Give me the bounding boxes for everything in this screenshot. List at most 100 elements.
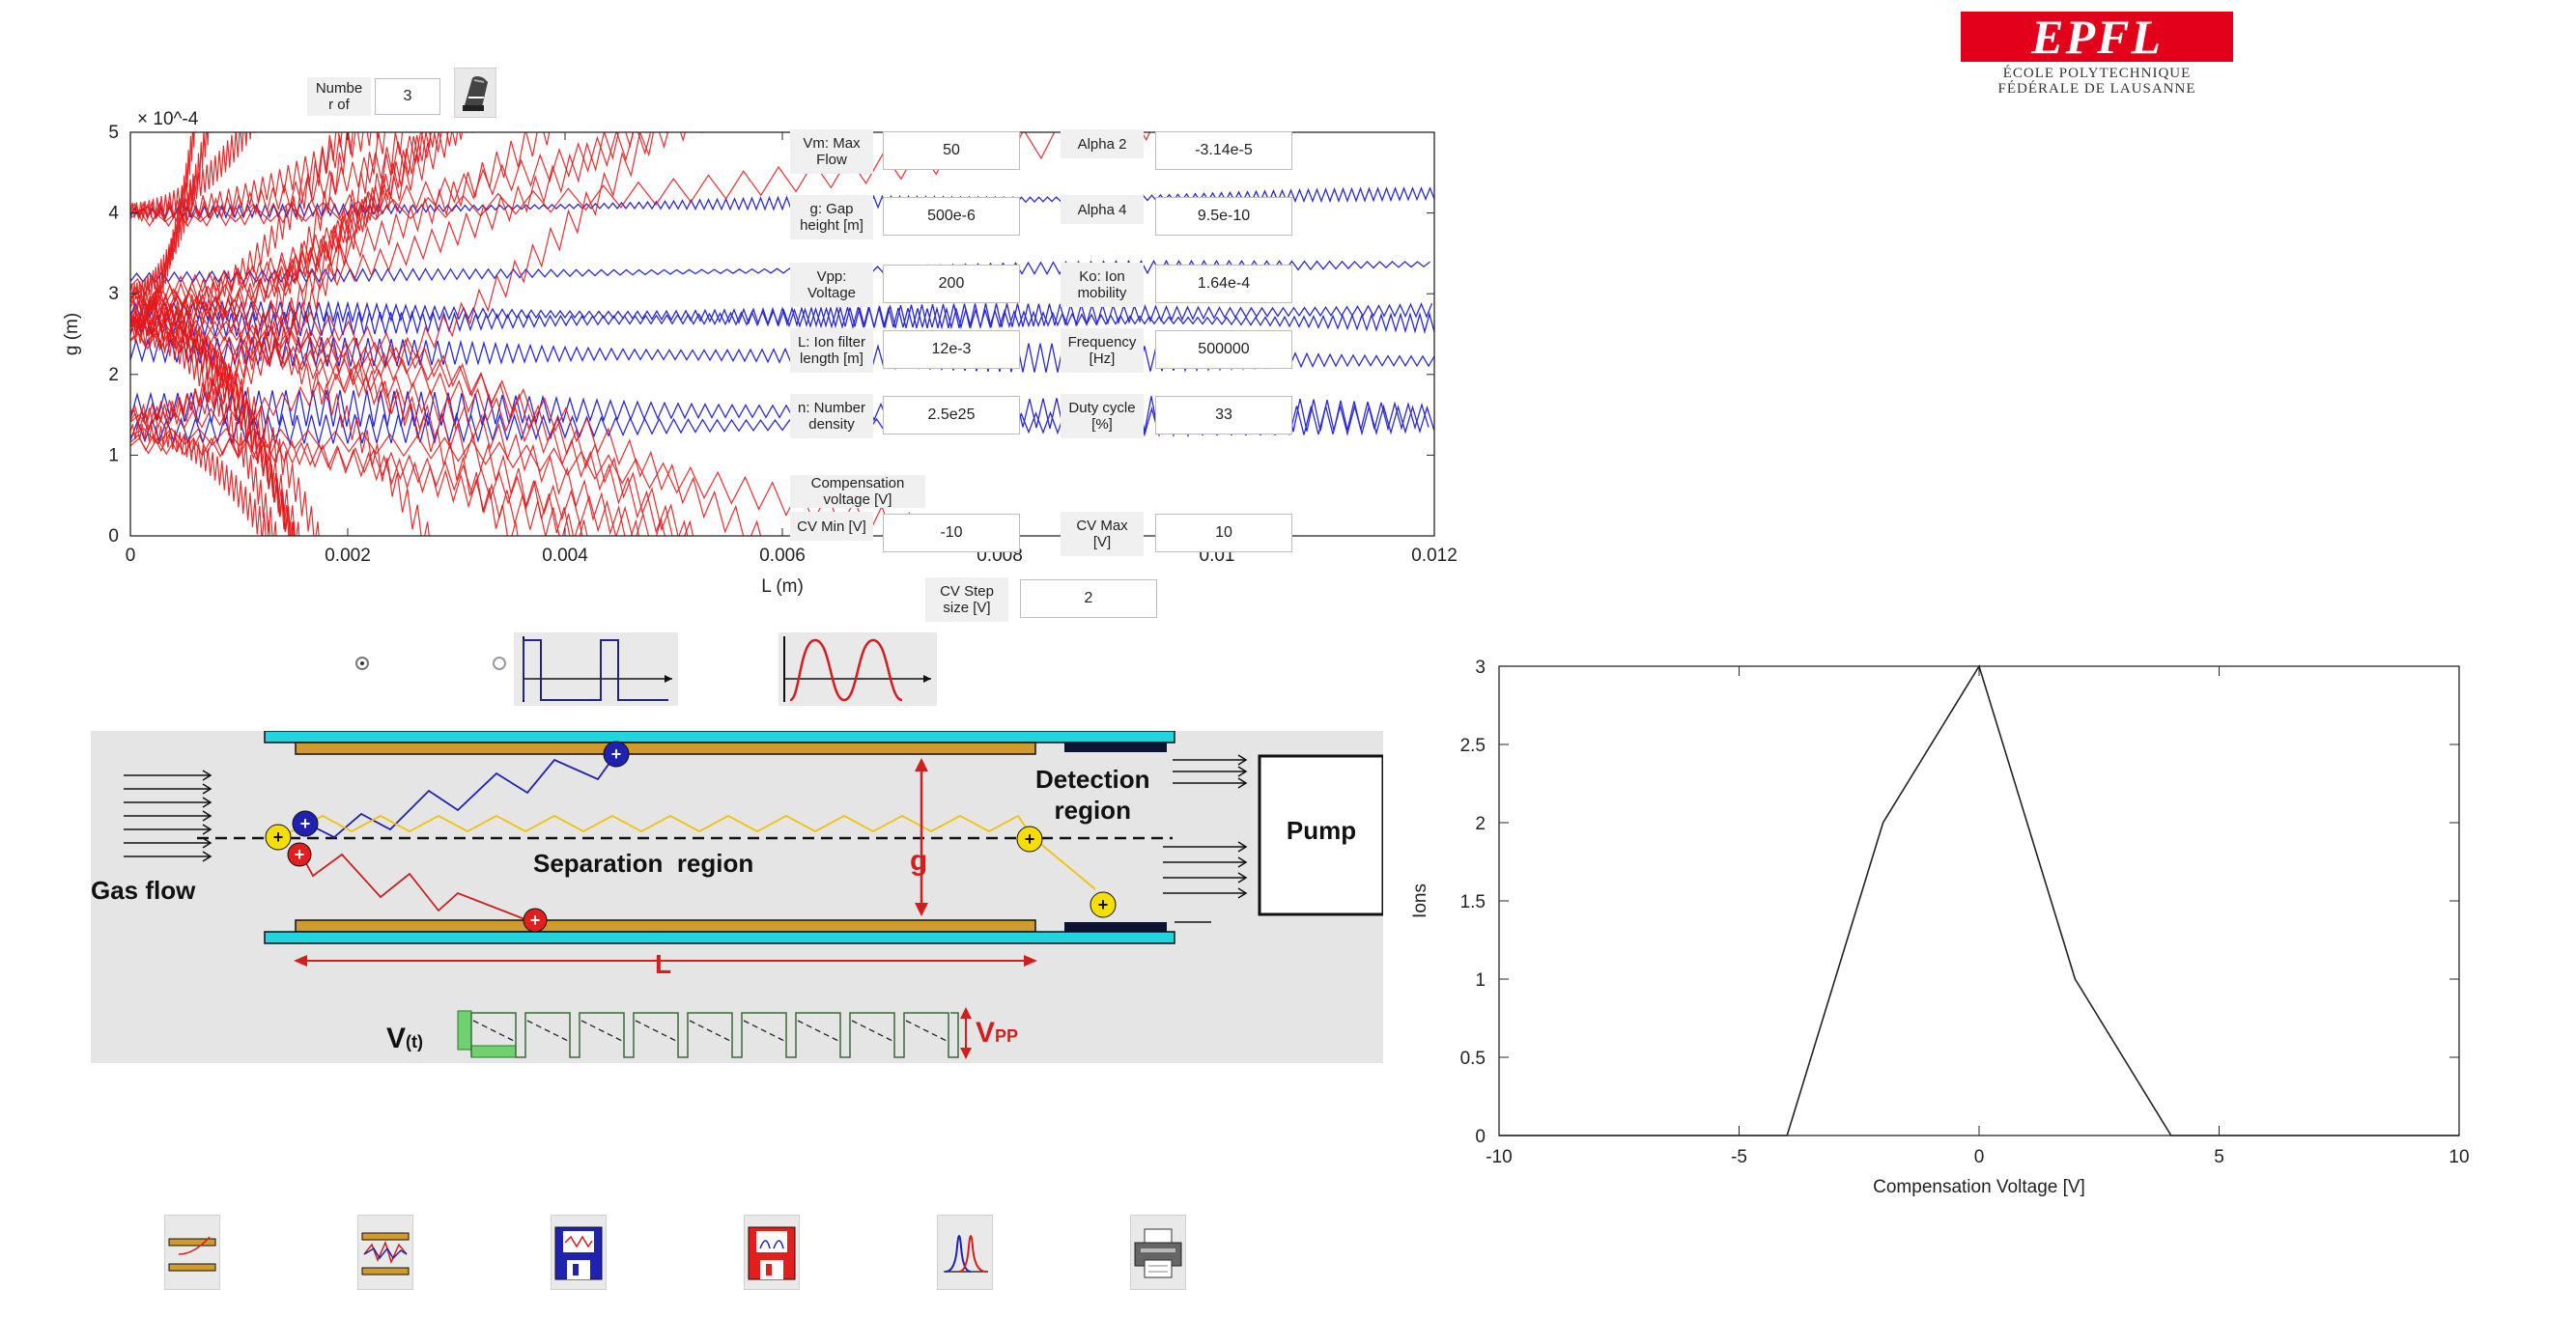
- spectrum-y-tick-label: 0: [1475, 1127, 1486, 1147]
- voltage-time-label: V(t): [386, 1023, 423, 1055]
- sine-wave-icon: [783, 636, 931, 702]
- square-wave-radio[interactable]: [355, 657, 369, 670]
- trajectories-view-button[interactable]: [357, 1215, 413, 1290]
- ion-trajectory-filtered: [130, 132, 440, 333]
- pump-label: Pump: [1286, 816, 1357, 845]
- svg-text:+: +: [611, 744, 622, 764]
- bottom-electrode-inner: [295, 919, 1036, 933]
- ion-trajectory-filtered: [130, 132, 387, 222]
- ion-trajectory-filtered: [130, 318, 689, 536]
- save-trajectories-button[interactable]: [551, 1215, 607, 1290]
- spectrum-x-tick-label: 5: [2214, 1147, 2224, 1167]
- outflow-arrows: [1163, 754, 1248, 899]
- svg-text:+: +: [300, 814, 311, 833]
- gas-flow-arrows: [124, 770, 212, 862]
- top-detector: [1064, 743, 1167, 752]
- ion-trajectory-filtered: [130, 132, 392, 423]
- vpp-sub: PP: [995, 1026, 1019, 1046]
- filter-length-label: L: Ion filter length [m]: [790, 328, 873, 373]
- voltage-time-sub: (t): [406, 1032, 423, 1052]
- spectrum-y-tick-label: 1.5: [1460, 892, 1486, 912]
- spectrum-x-tick-label: -5: [1731, 1147, 1747, 1167]
- spectrum-view-button[interactable]: [937, 1215, 993, 1290]
- svg-text:+: +: [1098, 895, 1109, 914]
- voltage-waveform-dashes: [472, 1020, 949, 1043]
- sine-wave-button[interactable]: [778, 632, 937, 706]
- ion-yellow-end: +: [1016, 826, 1043, 853]
- vpp-diagram-label: VPP: [976, 1017, 1018, 1050]
- ion-red-start: +: [287, 842, 312, 867]
- ion-trajectory-filtered: [130, 332, 640, 536]
- ion-blue-start: +: [292, 810, 319, 837]
- x-tick-label: 0.002: [325, 546, 371, 566]
- faims-diagram: + + + + + + + Gas flow Separation region…: [91, 731, 1383, 1063]
- y-tick-label: 4: [108, 204, 119, 224]
- epfl-logo-text: EPFL: [2031, 10, 2163, 64]
- spectrum-x-tick-label: 10: [2449, 1147, 2469, 1167]
- gas-arrowhead: [202, 770, 212, 781]
- trajectory-xlabel: L (m): [761, 576, 804, 597]
- alpha4-input[interactable]: 9.5e-10: [1155, 197, 1292, 236]
- sine-wave-radio[interactable]: [493, 657, 506, 670]
- voltage-waveform-dash: [689, 1020, 733, 1043]
- duty-cycle-input[interactable]: 33: [1155, 396, 1292, 435]
- ion-trajectory-transmitted: [130, 298, 1434, 335]
- ion-trajectory-filtered: [130, 132, 667, 431]
- ion-mobility-label: Ko: Ion mobility: [1061, 263, 1144, 307]
- epfl-logo-block: [1961, 12, 2233, 62]
- vm-input[interactable]: 50: [883, 131, 1020, 170]
- frequency-input[interactable]: 500000: [1155, 330, 1292, 369]
- trajectory-lines: [130, 132, 1434, 536]
- square-wave-button[interactable]: [514, 632, 678, 706]
- vpp-v: V: [976, 1017, 996, 1049]
- run-simulation-button[interactable]: [454, 68, 496, 118]
- ion-trajectory-filtered: [130, 132, 410, 431]
- ion-trajectory-filtered: [130, 132, 349, 325]
- voltage-waveform-dash: [851, 1020, 895, 1043]
- length-label: L: [655, 949, 672, 979]
- cv-step-input[interactable]: 2: [1020, 579, 1157, 618]
- ion-trajectory-filtered: [130, 132, 444, 328]
- svg-text:+: +: [295, 845, 305, 864]
- cv-spectrum-chart: 3 2.5 2 1.5 1 0.5 0 -10 -5 0 5 10 Compensation Vol…: [1410, 658, 2470, 1197]
- number-of-input[interactable]: 3: [375, 78, 440, 115]
- dispenser-icon: [463, 76, 488, 111]
- square-wave-icon: [523, 636, 672, 702]
- vpp-input[interactable]: 200: [883, 265, 1020, 303]
- cv-max-label: CV Max [V]: [1061, 512, 1144, 556]
- out-arrowhead: [1237, 872, 1248, 883]
- filter-length-input[interactable]: 12e-3: [883, 330, 1020, 369]
- alpha4-label: Alpha 4: [1061, 195, 1144, 224]
- voltage-waveform-dash: [635, 1020, 679, 1043]
- pump-box: [1258, 754, 1383, 916]
- compensation-voltage-label: Compensation voltage [V]: [790, 475, 925, 508]
- ion-mobility-input[interactable]: 1.64e-4: [1155, 265, 1292, 303]
- save-disk-icon: [554, 1226, 603, 1280]
- faims-diagram-svg: + + + + + + +: [124, 731, 1383, 1059]
- save-spectrum-button[interactable]: [744, 1215, 800, 1290]
- cv-min-input[interactable]: -10: [883, 514, 1020, 552]
- out-arrowhead: [1237, 754, 1248, 766]
- voltage-waveform-dash: [797, 1020, 841, 1043]
- spectrum-x-tick-label: -10: [1486, 1147, 1512, 1167]
- gap-height-input[interactable]: 500e-6: [883, 197, 1020, 236]
- alpha2-input[interactable]: -3.14e-5: [1155, 131, 1292, 170]
- detection-label-line2: region: [1054, 796, 1131, 825]
- cv-max-input[interactable]: 10: [1155, 514, 1292, 552]
- top-electrode-outer: [264, 731, 1175, 743]
- spectrum-ylabel: Ions: [1410, 883, 1430, 918]
- ion-trajectory-filtered: [130, 132, 648, 307]
- epfl-logo: EPFL ÉCOLE POLYTECHNIQUE FÉDÉRALE DE LAU…: [1961, 12, 2233, 97]
- plates-view-button[interactable]: [164, 1215, 220, 1290]
- plates-icon: [168, 1236, 216, 1272]
- voltage-waveform-dash: [580, 1020, 625, 1043]
- peaks-icon: [944, 1235, 988, 1273]
- print-button[interactable]: [1130, 1215, 1186, 1290]
- number-density-input[interactable]: 2.5e25: [883, 396, 1020, 435]
- out-arrowhead: [1237, 856, 1248, 868]
- bottom-detector: [1064, 922, 1167, 932]
- cv-min-label: CV Min [V]: [790, 512, 873, 541]
- gas-flow-label: Gas flow: [91, 876, 196, 905]
- spectrum-y-tick-label: 0.5: [1460, 1049, 1486, 1069]
- number-density-label: n: Number density: [790, 394, 873, 438]
